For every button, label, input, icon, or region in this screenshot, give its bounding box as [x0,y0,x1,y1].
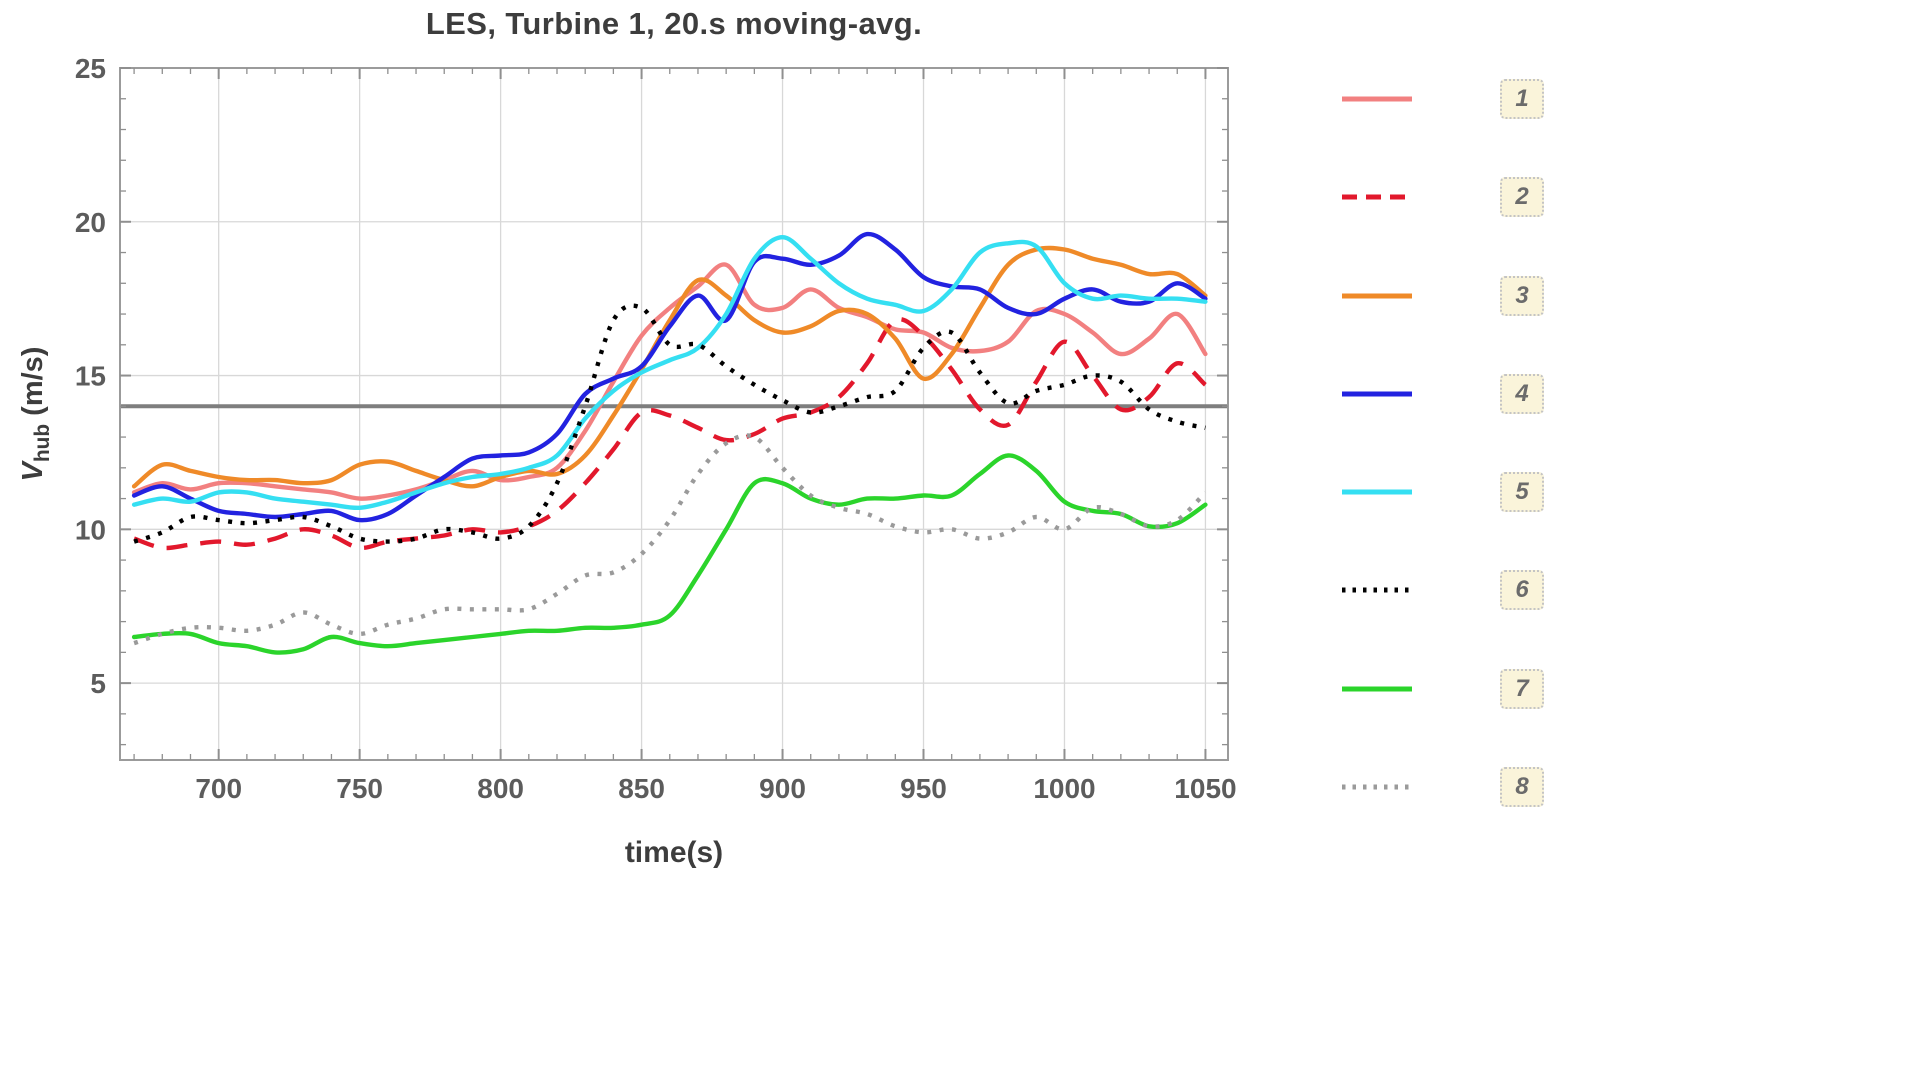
legend-key-8: 8 [1500,766,1544,807]
y-tick-label: 5 [90,668,106,699]
legend-line-3 [1342,293,1412,299]
legend-item-4: 4 [1340,372,1544,416]
x-tick-label: 950 [900,773,947,804]
y-tick-label: 15 [75,361,106,392]
legend-key-2: 2 [1500,177,1544,218]
x-tick-label: 750 [336,773,383,804]
x-tick-label: 700 [195,773,242,804]
legend-key-5: 5 [1500,472,1544,513]
legend-item-3: 3 [1340,274,1544,318]
legend-item-1: 1 [1340,77,1544,121]
y-axis-subscript: hub [30,423,54,463]
x-axis-label: time(s) [624,836,724,869]
x-tick-label: 1000 [1033,773,1095,804]
legend-key-1: 1 [1500,79,1544,119]
legend-key-7: 7 [1500,668,1544,709]
legend-key-6: 6 [1500,570,1544,611]
legend-item-8: 8 [1340,765,1544,809]
legend-key-3: 3 [1500,275,1544,316]
y-axis-label: Vhub (m/s) [17,347,55,482]
legend-line-2 [1342,194,1412,200]
legend-line-1 [1342,96,1412,102]
y-tick-label: 10 [75,514,106,545]
legend: 1 2 3 4 5 6 7 8 [1340,77,1544,809]
x-tick-label: 900 [759,773,806,804]
legend-line-4 [1342,391,1412,397]
y-tick-label: 20 [75,207,106,238]
legend-line-6 [1342,587,1412,593]
chart-title: LES, Turbine 1, 20.s moving-avg. [425,6,923,41]
y-axis-units: (m/s) [17,346,50,416]
legend-item-5: 5 [1340,470,1544,514]
x-tick-label: 1050 [1174,773,1236,804]
legend-item-2: 2 [1340,175,1544,219]
legend-key-4: 4 [1500,373,1544,414]
legend-line-8 [1342,784,1412,790]
x-tick-label: 800 [477,773,524,804]
y-axis-variable: V [17,462,50,482]
legend-line-7 [1342,686,1412,692]
legend-item-6: 6 [1340,568,1544,612]
y-tick-label: 25 [75,53,106,84]
legend-line-5 [1342,489,1412,495]
x-tick-label: 850 [618,773,665,804]
legend-item-7: 7 [1340,667,1544,711]
